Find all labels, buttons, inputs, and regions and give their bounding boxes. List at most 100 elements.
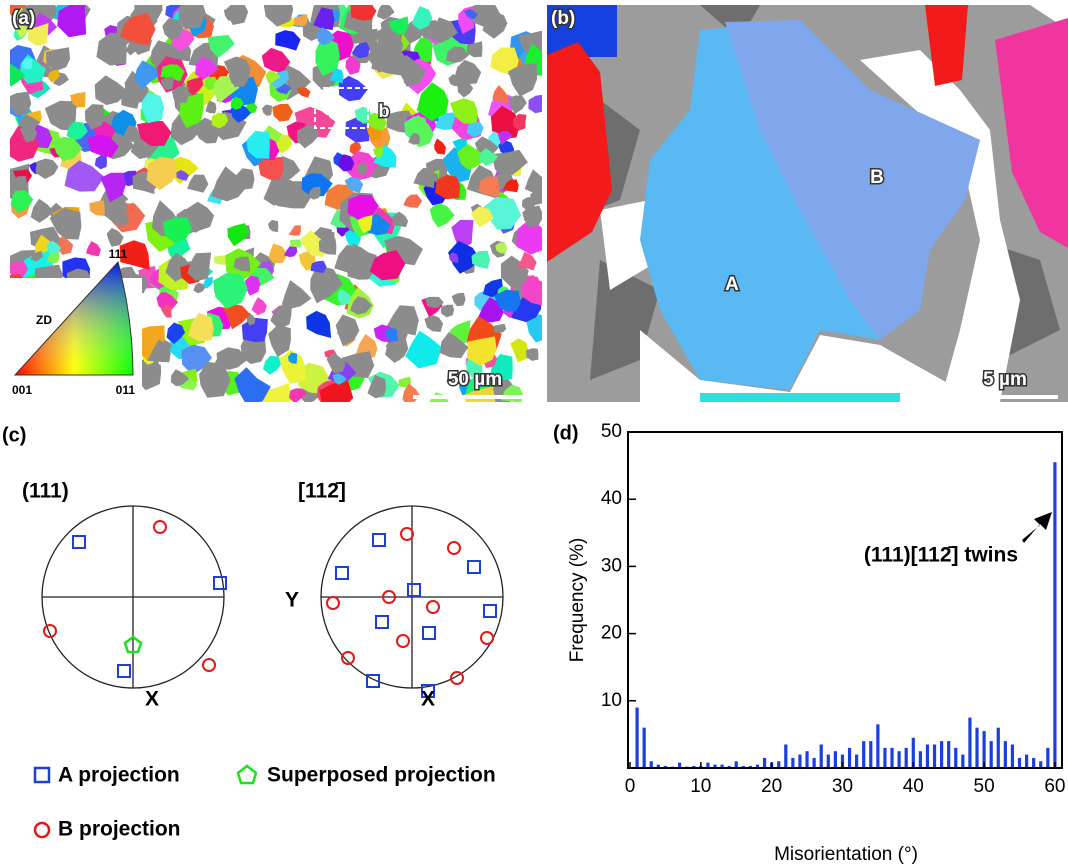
grain <box>70 92 86 108</box>
grain <box>326 352 346 374</box>
grain <box>329 67 344 84</box>
grain <box>526 348 539 361</box>
grain <box>205 100 217 114</box>
bar <box>904 747 908 768</box>
grain <box>48 69 60 83</box>
grain <box>64 160 105 192</box>
grain <box>466 41 483 58</box>
bar <box>734 761 738 768</box>
grain <box>290 239 302 248</box>
bar <box>996 727 1000 768</box>
grain <box>376 5 395 20</box>
grain <box>497 131 513 146</box>
grain <box>411 6 433 30</box>
grain <box>338 75 369 102</box>
ipf-axis: ZD <box>36 313 52 327</box>
grain <box>448 74 464 87</box>
grain <box>96 32 127 66</box>
grain <box>268 219 279 233</box>
grain <box>199 361 231 398</box>
pole-title: (111) <box>22 480 69 503</box>
a-marker <box>375 615 389 629</box>
red-grain <box>547 42 612 262</box>
grain <box>350 296 373 315</box>
grain <box>230 96 244 110</box>
a-marker <box>213 576 227 590</box>
bar <box>833 751 837 768</box>
bar <box>713 764 717 768</box>
pole-frames <box>41 505 504 689</box>
bar <box>805 751 809 768</box>
annotation-arrow <box>1022 512 1052 543</box>
grain <box>187 252 212 281</box>
grain <box>166 322 186 344</box>
x-tick-label: 20 <box>761 776 782 797</box>
grain <box>222 304 251 330</box>
panel-label: (b) <box>551 8 575 29</box>
grain <box>367 374 387 399</box>
bar <box>961 754 965 768</box>
grain <box>35 158 59 179</box>
grain <box>187 174 209 193</box>
grain <box>385 327 399 342</box>
grain <box>94 155 107 170</box>
grain <box>387 16 409 35</box>
grain <box>148 362 162 379</box>
grain-b <box>725 20 980 340</box>
grain <box>479 148 499 166</box>
grain <box>46 240 61 254</box>
grain <box>366 112 387 131</box>
grain <box>213 255 229 266</box>
grain <box>424 314 444 332</box>
grain <box>141 92 165 124</box>
grain <box>53 72 69 87</box>
bar <box>635 707 639 768</box>
bar <box>855 754 859 768</box>
b-marker <box>43 624 57 638</box>
grain <box>408 132 421 145</box>
y-tick-label: 40 <box>601 488 622 509</box>
grain <box>345 55 361 75</box>
bar <box>911 737 915 768</box>
grain <box>134 60 163 90</box>
grain <box>301 173 333 197</box>
grain <box>471 250 490 269</box>
grain <box>429 201 455 228</box>
grain <box>306 310 332 338</box>
a-marker <box>467 560 481 574</box>
a-marker <box>407 583 421 597</box>
grain <box>169 156 199 184</box>
bar <box>947 741 951 768</box>
y-axis-label: Y <box>285 589 299 612</box>
grain <box>373 146 383 159</box>
bar <box>798 754 802 768</box>
grain <box>55 236 74 255</box>
grain <box>246 312 256 326</box>
grain <box>261 104 272 116</box>
grain <box>122 125 141 144</box>
bar <box>1024 754 1029 768</box>
b-markers <box>43 520 494 685</box>
y-tick-label: 50 <box>601 421 622 442</box>
grain <box>89 200 105 216</box>
grain <box>448 240 481 274</box>
ipf-left: 001 <box>12 383 32 397</box>
bar <box>847 747 852 768</box>
grain <box>403 194 423 208</box>
grain-b-label: B <box>870 167 884 188</box>
grain <box>457 81 474 98</box>
grain <box>524 169 542 194</box>
grain <box>257 383 292 402</box>
grain <box>30 250 43 262</box>
a-marker <box>422 626 436 640</box>
grain <box>85 241 101 257</box>
grain <box>160 76 174 91</box>
panel-label: (c) <box>2 424 26 446</box>
grain <box>313 7 335 31</box>
grain <box>516 218 542 255</box>
grain <box>213 272 248 309</box>
grain <box>25 110 42 125</box>
bar <box>876 724 880 768</box>
grain <box>57 113 73 125</box>
